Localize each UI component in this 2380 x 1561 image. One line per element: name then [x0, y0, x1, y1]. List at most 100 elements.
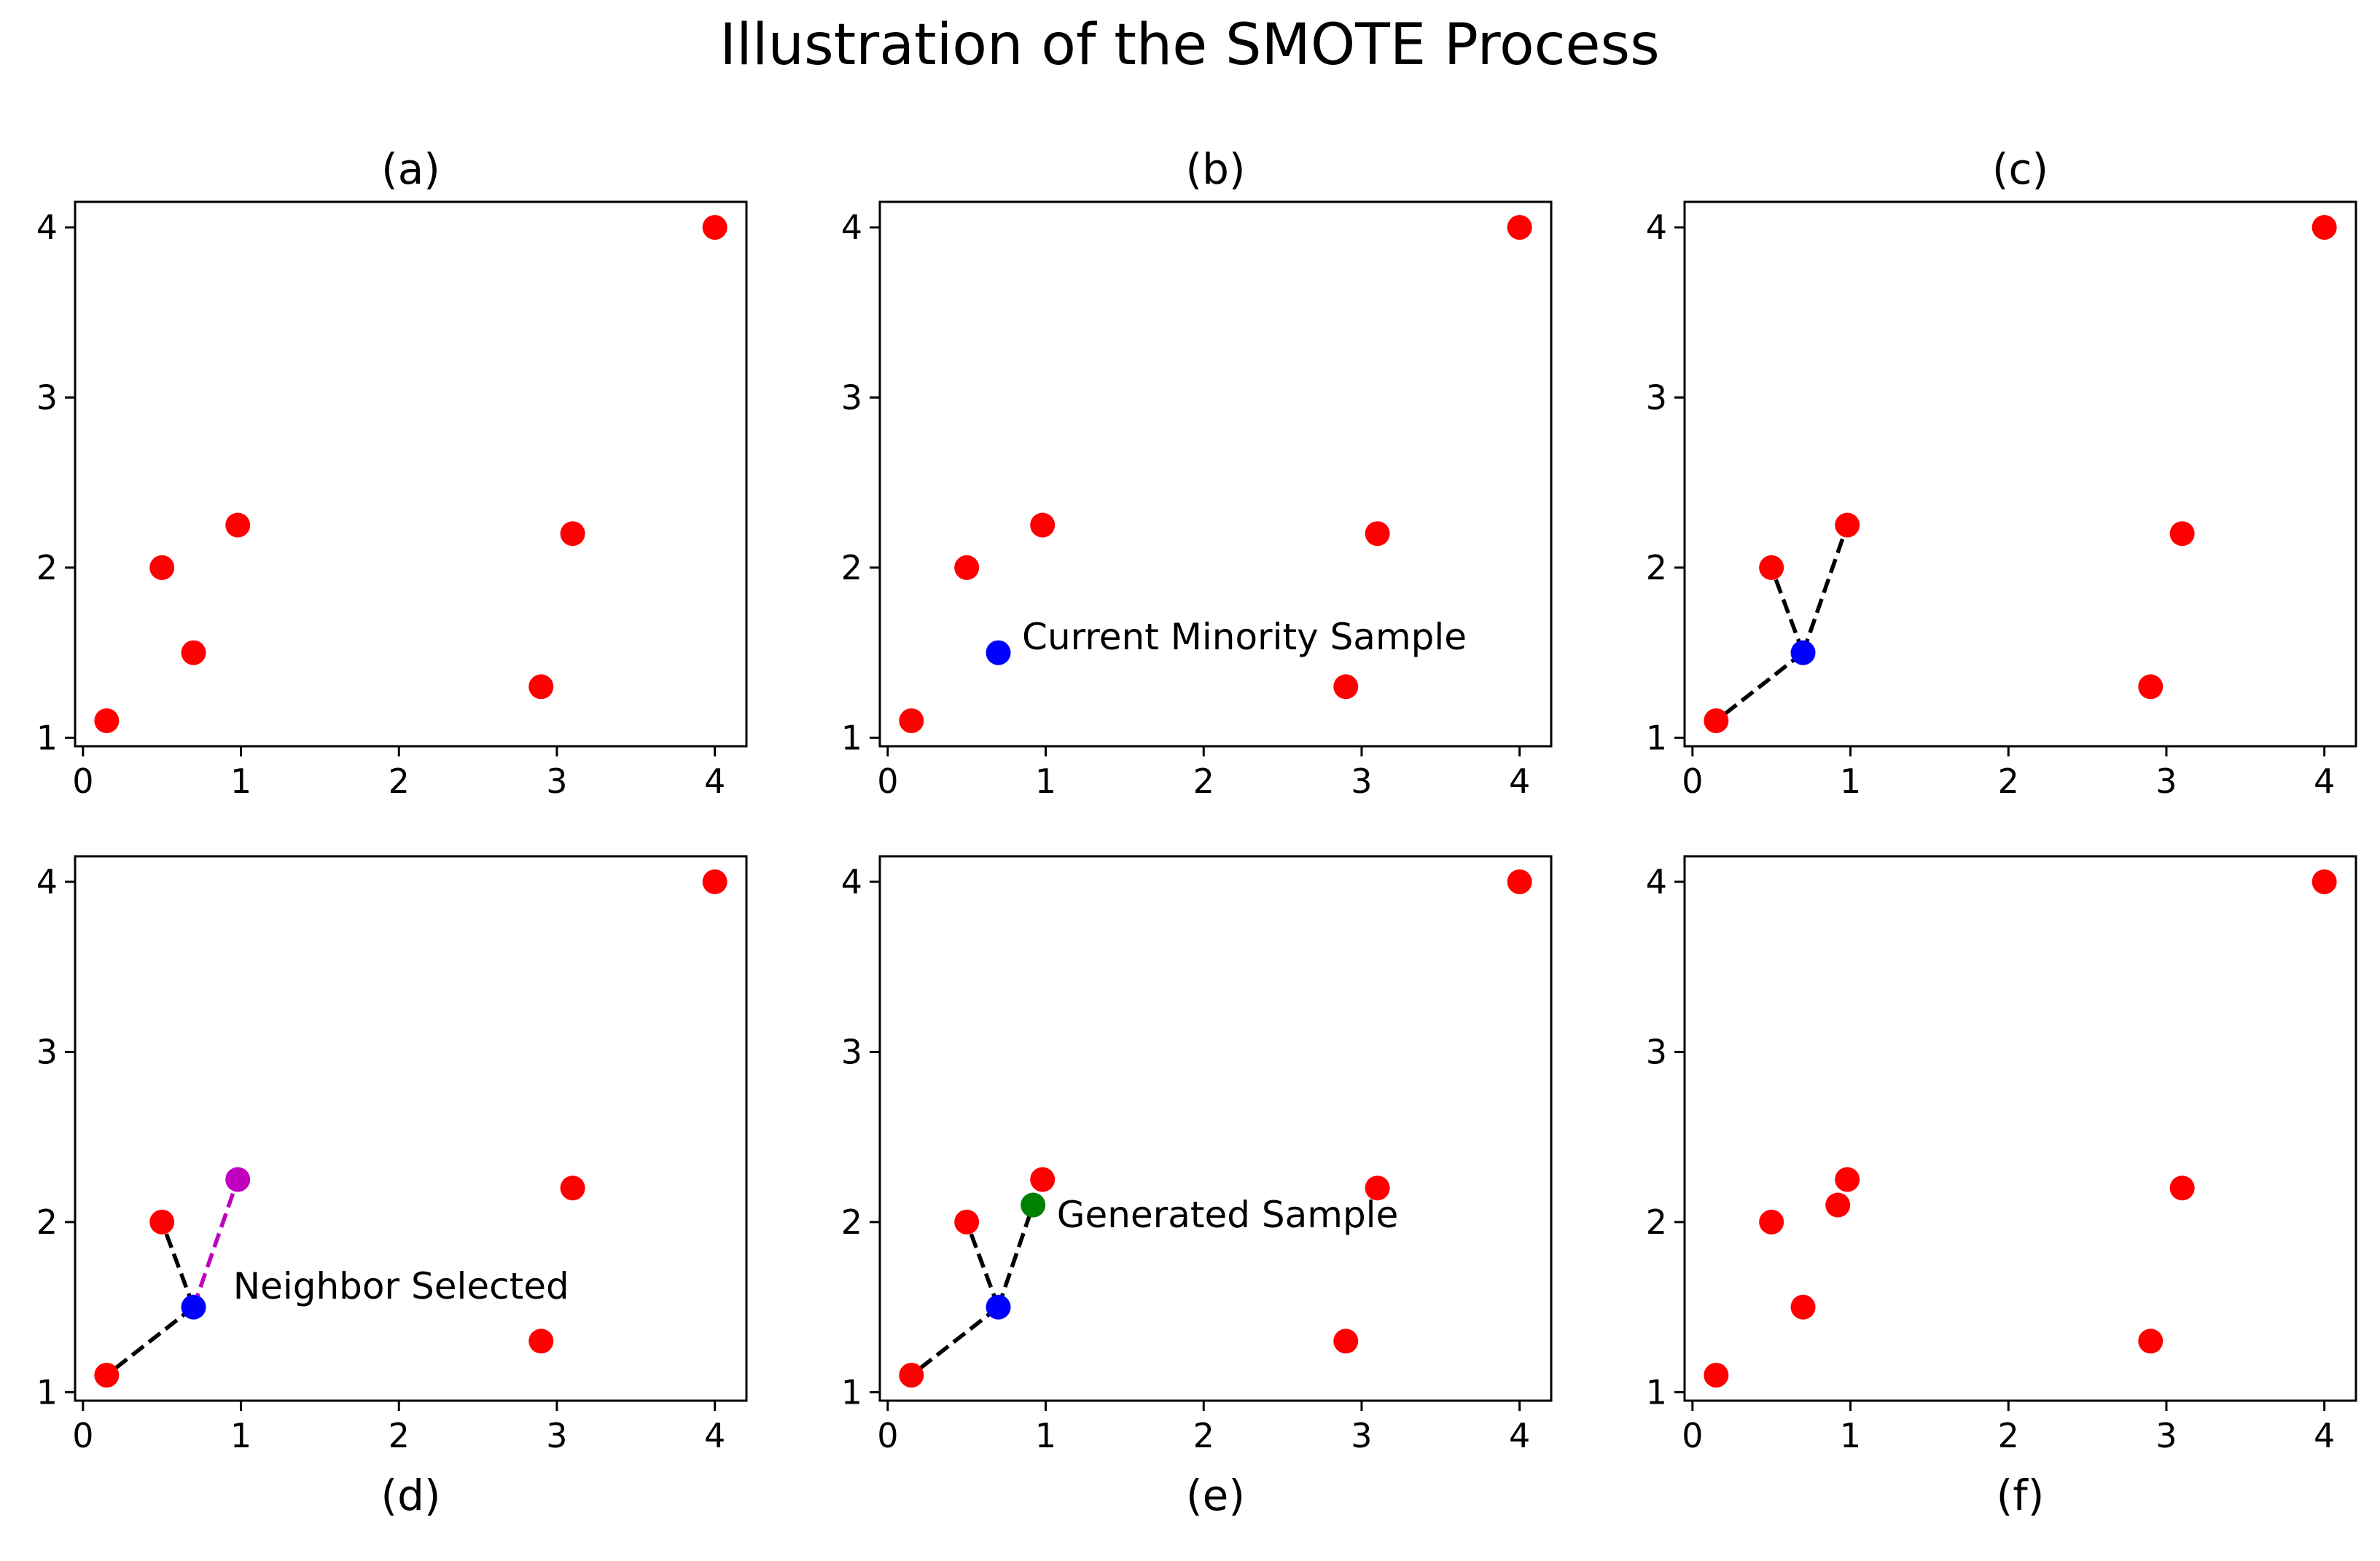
data-point-generated — [1021, 1192, 1046, 1218]
data-point-minority — [1030, 1167, 1056, 1192]
x-tick-label: 1 — [1035, 1416, 1056, 1455]
y-tick-label: 4 — [1646, 208, 1667, 247]
y-tick-label: 3 — [841, 1032, 862, 1071]
plot-frame — [1683, 855, 2357, 1402]
y-tick-label: 1 — [841, 1372, 862, 1412]
data-point-current — [986, 1294, 1011, 1320]
data-point-minority — [528, 674, 554, 700]
data-point-minority — [560, 521, 585, 547]
data-point-minority — [560, 1175, 585, 1201]
x-tick-label: 2 — [1193, 1416, 1214, 1455]
x-tick-label: 4 — [2314, 1416, 2335, 1455]
data-point-minority — [1759, 1209, 1784, 1235]
y-tick-label: 3 — [36, 1032, 58, 1071]
data-point-minority — [702, 869, 727, 895]
data-point-minority — [1790, 1294, 1816, 1320]
data-point-minority — [1507, 869, 1532, 895]
data-point-minority — [2138, 1329, 2164, 1354]
y-tick-label: 4 — [1646, 862, 1667, 901]
data-point-minority — [899, 1362, 924, 1388]
x-tick-label: 3 — [2155, 1416, 2177, 1455]
data-point-minority — [1365, 1175, 1390, 1201]
y-tick-label: 2 — [841, 548, 862, 587]
data-point-minority — [1704, 1362, 1729, 1388]
neighbor-line — [105, 1305, 195, 1377]
data-point-minority — [2169, 1175, 2195, 1201]
x-tick-label: 0 — [72, 1416, 93, 1455]
y-tick-label: 4 — [841, 862, 862, 901]
data-point-minority — [1365, 521, 1390, 547]
x-tick-label: 4 — [1509, 1416, 1530, 1455]
x-tick-label: 1 — [1840, 762, 1861, 801]
selected-neighbor-line — [191, 1178, 240, 1308]
data-point-minority — [2311, 869, 2337, 895]
x-tick-label: 2 — [389, 762, 410, 801]
data-point-minority — [1333, 1329, 1359, 1354]
data-point-minority — [1704, 708, 1729, 733]
plot-frame — [74, 200, 748, 748]
y-tick-label: 1 — [1646, 1372, 1667, 1412]
y-tick-label: 1 — [36, 718, 58, 757]
data-point-current — [181, 1294, 206, 1320]
data-point-minority — [149, 555, 175, 580]
y-tick-label: 3 — [1646, 1032, 1667, 1071]
x-tick-label: 4 — [704, 1416, 725, 1455]
plot-frame — [878, 200, 1553, 748]
plot-frame — [1683, 200, 2357, 748]
y-tick-label: 3 — [1646, 377, 1667, 417]
subplot-title: (d) — [381, 1471, 440, 1520]
x-tick-label: 3 — [2155, 762, 2177, 801]
neighbor-line — [910, 1305, 1000, 1377]
neighbor-line — [1769, 566, 1806, 654]
x-tick-label: 1 — [230, 762, 251, 801]
x-tick-label: 4 — [1509, 762, 1530, 801]
y-tick-label: 2 — [36, 1202, 58, 1242]
x-tick-label: 3 — [1351, 1416, 1372, 1455]
x-tick-label: 2 — [1193, 762, 1214, 801]
data-point-minority — [94, 708, 120, 733]
subplot-title: (f) — [1997, 1471, 2045, 1520]
x-tick-label: 3 — [546, 1416, 567, 1455]
x-tick-label: 2 — [1998, 1416, 2019, 1455]
x-tick-label: 2 — [1998, 762, 2019, 801]
neighbor-line — [160, 1221, 196, 1308]
x-tick-label: 0 — [1682, 762, 1703, 801]
subplot-title: (a) — [381, 144, 440, 194]
data-point-minority — [1507, 215, 1532, 240]
x-tick-label: 0 — [877, 762, 898, 801]
data-point-minority — [1835, 1167, 1860, 1192]
neighbor-line — [964, 1221, 1001, 1308]
y-tick-label: 2 — [841, 1202, 862, 1242]
data-point-minority — [1835, 512, 1860, 538]
x-tick-label: 2 — [389, 1416, 410, 1455]
neighbor-line — [1800, 524, 1849, 654]
y-tick-label: 4 — [841, 208, 862, 247]
y-tick-label: 1 — [1646, 718, 1667, 757]
data-point-minority — [899, 708, 924, 733]
figure-title: Illustration of the SMOTE Process — [719, 12, 1660, 78]
y-tick-label: 1 — [841, 718, 862, 757]
y-tick-label: 2 — [1646, 1202, 1667, 1242]
data-point-minority — [1825, 1192, 1851, 1218]
y-tick-label: 3 — [841, 377, 862, 417]
data-point-minority — [1333, 674, 1359, 700]
neighbor-line — [996, 1204, 1035, 1308]
data-point-minority — [2138, 674, 2164, 700]
x-tick-label: 0 — [1682, 1416, 1703, 1455]
neighbor-line — [1714, 651, 1805, 723]
data-point-current — [986, 640, 1011, 665]
y-tick-label: 2 — [1646, 548, 1667, 587]
annotation-label: Generated Sample — [1057, 1194, 1399, 1236]
plot-frame — [74, 855, 748, 1402]
y-tick-label: 2 — [36, 548, 58, 587]
y-tick-label: 3 — [36, 377, 58, 417]
data-point-minority — [528, 1329, 554, 1354]
y-tick-label: 4 — [36, 208, 58, 247]
x-tick-label: 3 — [1351, 762, 1372, 801]
